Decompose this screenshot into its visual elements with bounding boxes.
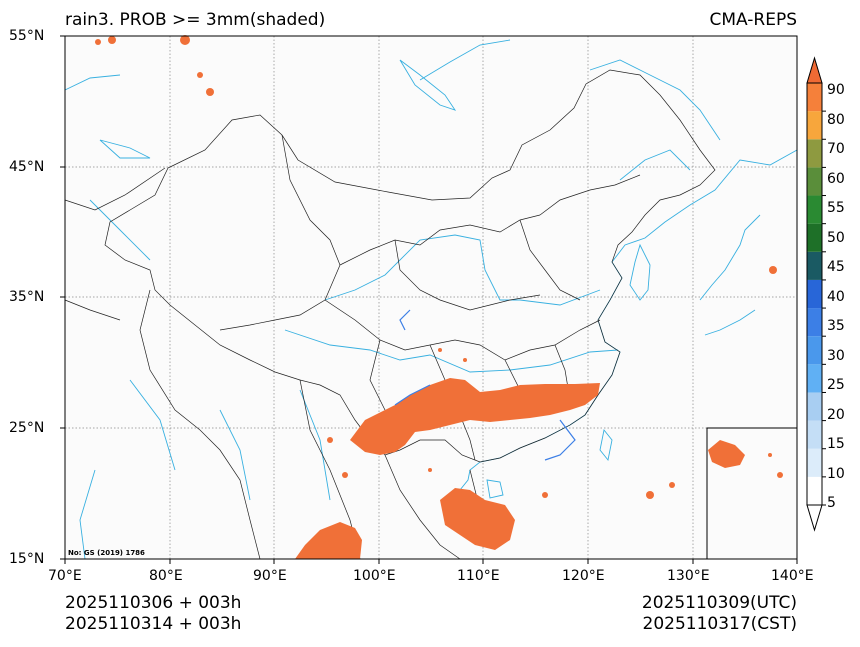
precip-spot bbox=[769, 266, 777, 274]
colorbar-segment bbox=[807, 448, 822, 477]
lat-label: 15°N bbox=[9, 551, 45, 567]
colorbar-label: 10 bbox=[827, 466, 845, 482]
lon-label: 90°E bbox=[253, 568, 287, 584]
china-outer-border bbox=[104, 69, 716, 463]
lon-label: 110°E bbox=[457, 568, 500, 584]
axis-ticks bbox=[60, 35, 798, 564]
precip-spot bbox=[438, 348, 442, 352]
colorbar-segment bbox=[807, 111, 822, 140]
colorbar-segment bbox=[807, 139, 822, 168]
yangtze-river bbox=[284, 329, 619, 373]
precip-spot bbox=[463, 358, 467, 362]
precip-spot bbox=[108, 36, 116, 44]
lon-label: 130°E bbox=[667, 568, 710, 584]
colorbar-label: 80 bbox=[827, 112, 845, 128]
lat-label: 55°N bbox=[9, 28, 45, 44]
init-time-utc: 2025110306 + 003h bbox=[65, 593, 242, 613]
colorbar-label: 40 bbox=[827, 289, 845, 305]
colorbar-extend-high bbox=[806, 56, 823, 84]
colorbar-label: 60 bbox=[827, 171, 845, 187]
colorbar-label: 25 bbox=[827, 377, 845, 393]
northwest-coast bbox=[64, 39, 511, 91]
colorbar-label: 20 bbox=[827, 407, 845, 423]
lake-baikal bbox=[399, 59, 457, 111]
colorbar-label: 70 bbox=[827, 141, 845, 157]
map-background bbox=[65, 36, 797, 559]
precip-spot bbox=[180, 35, 190, 45]
valid-time-cst: 2025110317(CST) bbox=[642, 614, 797, 634]
precip-cluster-south-china-sea bbox=[440, 488, 515, 550]
amur-river bbox=[589, 59, 721, 141]
colorbar-segment bbox=[807, 251, 822, 280]
colorbar-label: 30 bbox=[827, 348, 845, 364]
precip-cluster-bay-of-bengal bbox=[295, 522, 362, 559]
precip-fringe bbox=[394, 309, 576, 461]
colorbar-label: 55 bbox=[827, 200, 845, 216]
colorbar-segment bbox=[807, 364, 822, 393]
colorbar-segment bbox=[807, 195, 822, 224]
west-rivers bbox=[79, 199, 331, 560]
colorbar-segment bbox=[807, 308, 822, 337]
colorbar-segment bbox=[807, 83, 822, 112]
precip-spot bbox=[542, 492, 548, 498]
lon-label: 100°E bbox=[353, 568, 396, 584]
neighbor-borders bbox=[64, 167, 491, 560]
precip-band-central bbox=[350, 378, 600, 455]
precip-spot bbox=[95, 39, 101, 45]
lon-label: 120°E bbox=[562, 568, 605, 584]
lat-label: 45°N bbox=[9, 159, 45, 175]
colorbar-frame bbox=[806, 82, 823, 506]
colorbar-segment bbox=[807, 476, 822, 505]
precip-spot bbox=[197, 72, 203, 78]
precip-spot bbox=[206, 88, 214, 96]
songhua-river bbox=[619, 149, 691, 181]
colorbar-label: 45 bbox=[827, 259, 845, 275]
graticule bbox=[65, 36, 797, 559]
colorbar-label: 50 bbox=[827, 230, 845, 246]
japan-coast bbox=[699, 214, 761, 336]
korea-coast bbox=[629, 243, 651, 301]
colorbar-segment bbox=[807, 420, 822, 449]
colorbar-label: 5 bbox=[827, 495, 836, 511]
colorbar-segment bbox=[807, 223, 822, 252]
precip-cluster-inset bbox=[708, 440, 745, 468]
colorbar-segment bbox=[807, 336, 822, 365]
colorbar bbox=[806, 56, 826, 532]
lon-label: 140°E bbox=[771, 568, 814, 584]
init-time-cst: 2025110314 + 003h bbox=[65, 614, 242, 634]
precip-spot bbox=[646, 491, 654, 499]
colorbar-label: 90 bbox=[827, 82, 845, 98]
lon-label: 70°E bbox=[48, 568, 82, 584]
hainan-coast bbox=[486, 479, 504, 499]
precip-spot bbox=[777, 472, 783, 478]
chart-title: rain3. PROB >= 3mm(shaded) bbox=[65, 10, 326, 30]
taiwan-coast bbox=[599, 428, 613, 462]
precip-spot bbox=[327, 437, 333, 443]
colorbar-label: 35 bbox=[827, 318, 845, 334]
valid-time-utc: 2025110309(UTC) bbox=[641, 593, 797, 613]
lat-label: 25°N bbox=[9, 420, 45, 436]
colorbar-segment bbox=[807, 167, 822, 196]
rivers-coastlines bbox=[64, 39, 798, 560]
precip-spot bbox=[428, 468, 432, 472]
colorbar-segment bbox=[807, 392, 822, 421]
precip-shading bbox=[95, 35, 783, 559]
yellow-river bbox=[324, 234, 601, 306]
colorbar-extend-low bbox=[806, 504, 823, 532]
precip-spot bbox=[768, 453, 772, 457]
precip-spot bbox=[669, 482, 675, 488]
map-credit: No: GS (2019) 1786 bbox=[68, 549, 145, 557]
colorbar-segment bbox=[807, 279, 822, 309]
colorbar-label: 15 bbox=[827, 436, 845, 452]
lake-balkhash bbox=[99, 139, 151, 159]
precip-spot bbox=[342, 472, 348, 478]
model-name: CMA-REPS bbox=[709, 10, 797, 30]
lat-label: 35°N bbox=[9, 289, 45, 305]
lon-label: 80°E bbox=[149, 568, 183, 584]
